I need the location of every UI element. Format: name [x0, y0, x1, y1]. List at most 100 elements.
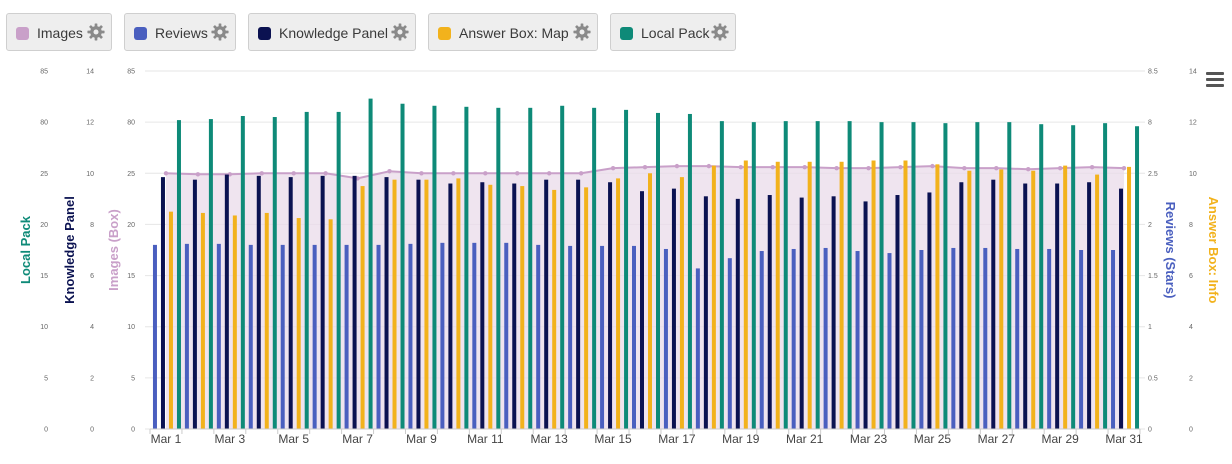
bar-answer-box-map [1031, 170, 1036, 429]
bar-answer-box-map [1063, 165, 1068, 429]
bar-answer-box-map [775, 161, 780, 429]
hamburger-menu-icon[interactable] [1206, 72, 1224, 88]
bar-reviews [184, 243, 189, 429]
y-tick-label: 0.5 [1148, 375, 1158, 382]
y-tick-label: 6 [90, 273, 94, 280]
bar-reviews [1079, 250, 1084, 429]
legend-item-answer-box-map[interactable]: Answer Box: Map [428, 13, 598, 51]
gear-icon[interactable] [87, 23, 105, 41]
y-tick-label: 10 [1189, 171, 1197, 178]
images-point [323, 171, 328, 176]
bar-local-pack [975, 122, 980, 430]
bar-local-pack [815, 121, 820, 430]
bar-reviews [1015, 248, 1020, 429]
legend-label: Images [37, 25, 83, 41]
bar-reviews [344, 244, 349, 429]
bar-reviews [216, 243, 221, 429]
bar-answer-box-map [392, 179, 397, 429]
bar-local-pack [464, 106, 469, 430]
bar-knowledge-panel [192, 179, 197, 429]
axis-title: Local Pack [18, 215, 33, 284]
bar-knowledge-panel [895, 195, 900, 429]
bar-reviews [472, 242, 477, 429]
bar-reviews [1047, 248, 1052, 429]
bar-knowledge-panel [703, 196, 708, 429]
legend-label: Answer Box: Map [459, 25, 569, 41]
bar-reviews [568, 245, 573, 429]
bar-local-pack [496, 107, 501, 429]
bar-local-pack [336, 111, 341, 430]
bar-knowledge-panel [991, 179, 996, 429]
y-tick-label: 80 [40, 120, 48, 127]
y-tick-label: 5 [44, 375, 48, 382]
images-point [451, 171, 456, 176]
bar-answer-box-map [1095, 174, 1100, 429]
bar-answer-box-map [871, 160, 876, 429]
bar-answer-box-map [424, 179, 429, 429]
x-tick-label: Mar 25 [914, 432, 952, 446]
y-tick-label: 85 [40, 69, 48, 76]
bar-knowledge-panel [320, 175, 325, 429]
bar-reviews [759, 251, 764, 429]
bar-local-pack [656, 112, 660, 430]
bar-answer-box-map [168, 211, 173, 429]
gear-icon[interactable] [573, 23, 591, 41]
bar-local-pack [304, 111, 309, 430]
gear-icon[interactable] [211, 23, 229, 41]
bar-knowledge-panel [544, 179, 549, 429]
y-tick-label: 85 [127, 69, 135, 76]
legend-item-images[interactable]: Images [6, 13, 112, 51]
bar-local-pack [847, 121, 852, 430]
gear-icon[interactable] [711, 23, 729, 41]
images-point [546, 171, 552, 176]
bar-reviews [248, 244, 253, 429]
bar-answer-box-map [903, 160, 908, 429]
bar-local-pack [400, 103, 405, 429]
bar-reviews [983, 247, 988, 429]
bar-local-pack [783, 121, 788, 430]
bar-local-pack [592, 107, 597, 429]
bar-answer-box-map [200, 212, 205, 429]
images-point [1121, 165, 1127, 171]
x-tick-label: Mar 31 [1105, 432, 1143, 446]
legend-item-local-pack[interactable]: Local Pack [610, 13, 736, 51]
y-tick-label: 20 [127, 222, 135, 229]
bar-reviews [632, 245, 636, 429]
bar-reviews [791, 248, 796, 429]
bar-answer-box-map [743, 160, 748, 429]
bar-knowledge-panel [480, 182, 485, 429]
legend-item-knowledge-panel[interactable]: Knowledge Panel [248, 13, 416, 51]
y-tick-label: 14 [86, 69, 94, 76]
y-tick-label: 15 [40, 273, 48, 280]
bar-answer-box-map [552, 189, 557, 429]
x-tick-label: Mar 27 [978, 432, 1016, 446]
x-tick-label: Mar 13 [531, 432, 569, 446]
bar-knowledge-panel [416, 179, 421, 429]
bar-knowledge-panel [1023, 183, 1028, 429]
y-tick-label: 0 [44, 427, 48, 434]
legend-item-reviews[interactable]: Reviews [124, 13, 236, 51]
bar-reviews [280, 244, 285, 429]
bar-knowledge-panel [288, 177, 293, 429]
bar-reviews [152, 244, 157, 429]
bar-knowledge-panel [671, 188, 676, 429]
bar-knowledge-panel [767, 195, 772, 429]
bar-knowledge-panel [448, 183, 453, 429]
bar-answer-box-map [967, 170, 972, 429]
bar-local-pack [879, 122, 884, 430]
y-tick-label: 10 [86, 171, 94, 178]
bar-local-pack [624, 109, 629, 430]
y-tick-label: 15 [127, 273, 135, 280]
bar-knowledge-panel [1119, 188, 1124, 429]
images-point [259, 171, 264, 176]
bar-knowledge-panel [384, 177, 389, 429]
y-tick-label: 0 [1189, 427, 1193, 434]
images-point [291, 171, 296, 176]
images-point [930, 163, 935, 169]
gear-icon[interactable] [391, 23, 409, 41]
bar-reviews [727, 258, 732, 429]
y-tick-label: 0 [131, 427, 135, 434]
y-tick-label: 10 [127, 324, 135, 331]
x-tick-label: Mar 15 [594, 432, 632, 446]
